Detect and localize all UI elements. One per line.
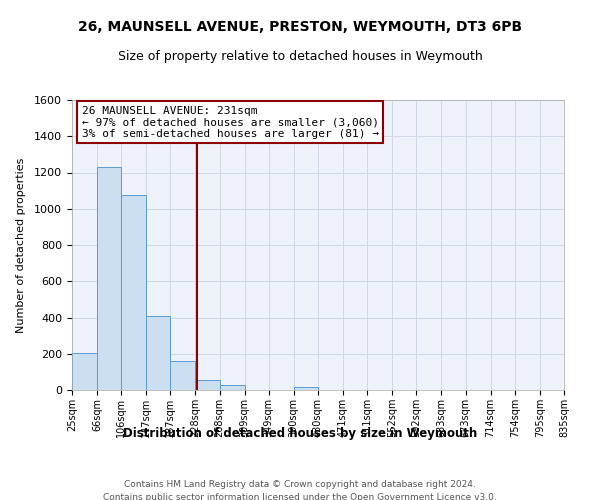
Bar: [196, 380, 220, 390]
Bar: [72, 353, 97, 390]
Text: 26 MAUNSELL AVENUE: 231sqm
← 97% of detached houses are smaller (3,060)
3% of se: 26 MAUNSELL AVENUE: 231sqm ← 97% of deta…: [82, 106, 379, 139]
Bar: [170, 361, 196, 390]
Text: Contains public sector information licensed under the Open Government Licence v3: Contains public sector information licen…: [103, 492, 497, 500]
Bar: [121, 195, 146, 390]
Text: Size of property relative to detached houses in Weymouth: Size of property relative to detached ho…: [118, 50, 482, 63]
Bar: [220, 384, 245, 390]
Y-axis label: Number of detached properties: Number of detached properties: [16, 158, 26, 332]
Bar: [146, 316, 170, 390]
Text: Contains HM Land Registry data © Crown copyright and database right 2024.: Contains HM Land Registry data © Crown c…: [124, 480, 476, 489]
Text: 26, MAUNSELL AVENUE, PRESTON, WEYMOUTH, DT3 6PB: 26, MAUNSELL AVENUE, PRESTON, WEYMOUTH, …: [78, 20, 522, 34]
Text: Distribution of detached houses by size in Weymouth: Distribution of detached houses by size …: [123, 428, 477, 440]
Bar: [97, 168, 121, 390]
Bar: [294, 388, 318, 390]
